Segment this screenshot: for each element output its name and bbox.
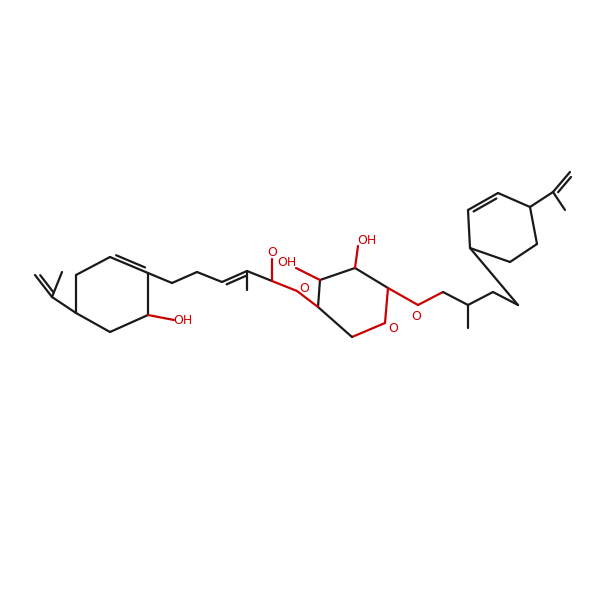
Text: O: O [267, 245, 277, 259]
Text: OH: OH [358, 235, 377, 247]
Text: O: O [299, 283, 309, 295]
Text: OH: OH [277, 257, 296, 269]
Text: OH: OH [173, 313, 193, 326]
Text: O: O [388, 322, 398, 335]
Text: O: O [411, 311, 421, 323]
